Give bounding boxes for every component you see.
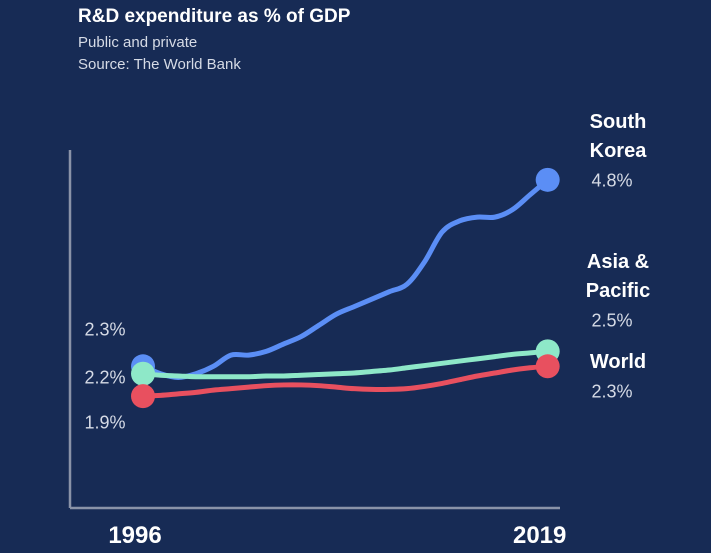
series-name: World bbox=[589, 351, 647, 373]
source: Source: The World Bank bbox=[78, 56, 241, 73]
end-dot bbox=[131, 384, 156, 409]
end-dot bbox=[535, 354, 560, 379]
end-dot bbox=[535, 167, 560, 192]
subtitle: Public and private bbox=[78, 34, 198, 51]
start-value-label: 2.3% bbox=[84, 319, 126, 340]
start-value-label: 2.2% bbox=[84, 367, 126, 388]
series-name: Asia & Pacific bbox=[585, 251, 651, 302]
series-name: South Korea bbox=[589, 111, 647, 162]
series-line bbox=[140, 363, 551, 399]
start-value-label: 1.9% bbox=[84, 412, 126, 433]
x-tick-label: 2019 bbox=[512, 522, 567, 549]
end-dot bbox=[131, 361, 156, 386]
end-value-label: 2.3% bbox=[591, 381, 633, 402]
series-line bbox=[140, 177, 551, 380]
series-line bbox=[140, 348, 551, 380]
end-value-label: 2.5% bbox=[591, 310, 633, 331]
end-value-label: 4.8% bbox=[591, 170, 633, 191]
chart-title: R&D expenditure as % of GDP bbox=[78, 6, 351, 27]
x-tick-label: 1996 bbox=[108, 522, 162, 549]
